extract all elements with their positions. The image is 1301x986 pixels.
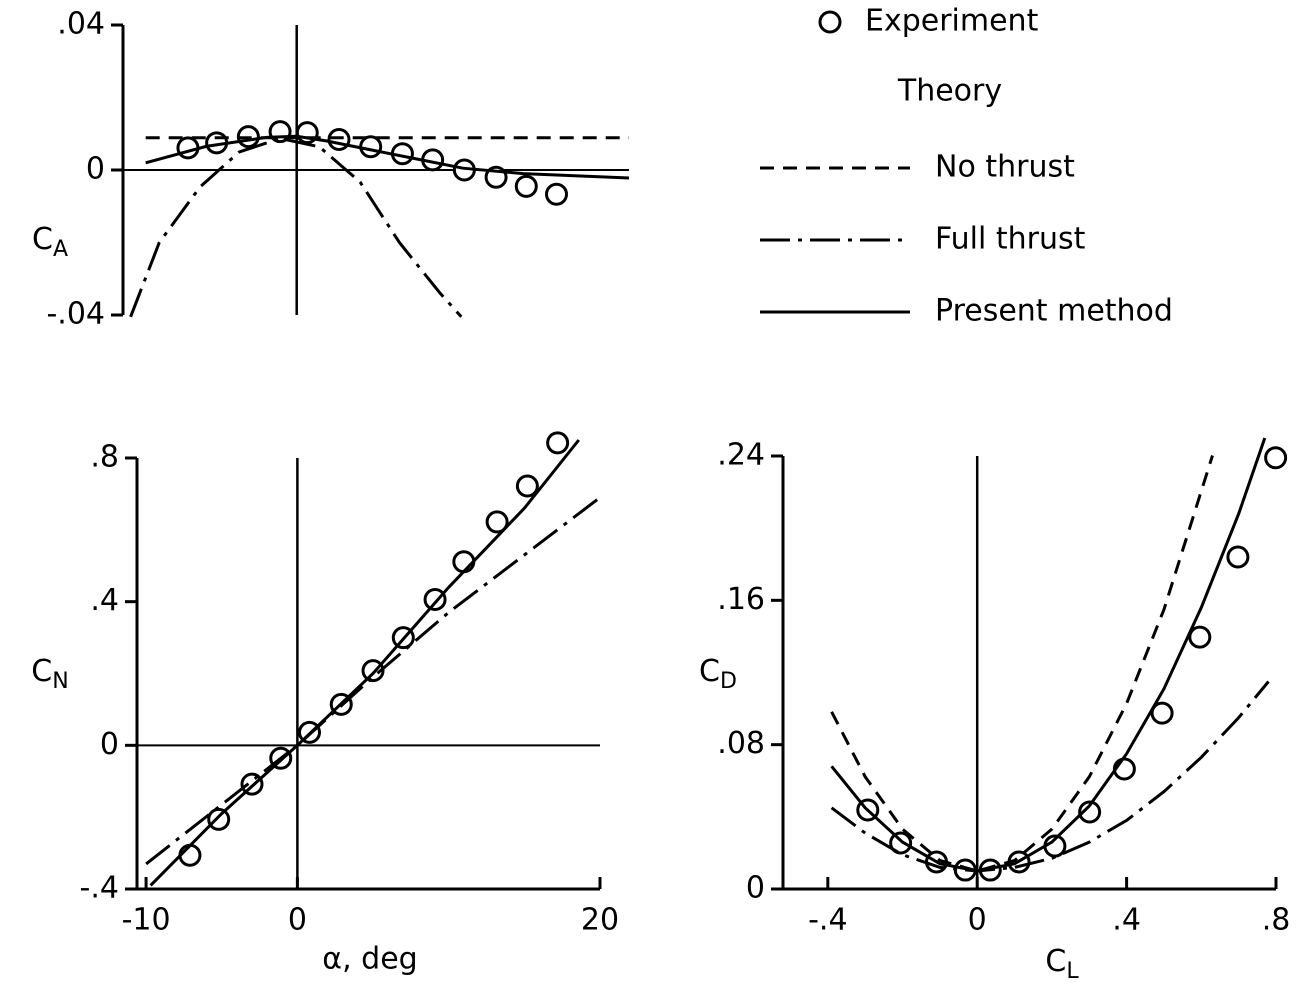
x-tick-label: -.4 <box>808 903 847 938</box>
y-tick-label: 0 <box>746 871 765 906</box>
curve <box>149 439 580 887</box>
data-point <box>889 831 913 855</box>
data-point <box>515 474 539 498</box>
data-point <box>207 807 231 831</box>
curve <box>129 136 463 318</box>
curve <box>830 680 1270 873</box>
y-axis-label: CA <box>32 222 68 263</box>
x-axis-label: CL <box>1045 944 1079 985</box>
data-point <box>1150 701 1174 725</box>
y-axis-label: CN <box>31 654 68 695</box>
x-tick-label: -10 <box>122 903 171 938</box>
data-point <box>452 550 476 574</box>
data-point <box>423 588 447 612</box>
legend-label: Present method <box>935 294 1173 329</box>
x-axis-label: α, deg <box>322 942 417 977</box>
x-tick-label: .8 <box>1262 903 1291 938</box>
data-point <box>514 174 538 198</box>
y-tick-label: .4 <box>90 583 119 618</box>
legend-label: Full thrust <box>935 222 1086 257</box>
x-tick-label: 0 <box>288 903 307 938</box>
x-tick-label: .4 <box>1112 903 1141 938</box>
data-point <box>178 843 202 867</box>
y-tick-label: 0 <box>86 152 105 187</box>
y-tick-label: .24 <box>717 438 765 473</box>
legend-label: Experiment <box>865 4 1039 39</box>
data-point <box>1264 446 1288 470</box>
curve <box>830 455 1214 873</box>
y-axis-label: CD <box>699 654 737 695</box>
data-point <box>1078 800 1102 824</box>
curve <box>145 134 630 180</box>
legend-title: Theory <box>897 74 1002 109</box>
y-tick-label: .8 <box>90 440 119 475</box>
y-tick-label: -.04 <box>46 297 105 332</box>
data-point <box>1188 625 1212 649</box>
curve <box>145 496 601 866</box>
y-tick-label: .16 <box>717 582 765 617</box>
legend-marker <box>818 10 842 34</box>
y-tick-label: -.4 <box>80 871 119 906</box>
curve <box>830 437 1267 873</box>
x-tick-label: 0 <box>968 903 987 938</box>
x-tick-label: 20 <box>581 903 619 938</box>
data-point <box>546 431 570 455</box>
y-tick-label: 0 <box>100 727 119 762</box>
data-point <box>1226 545 1250 569</box>
data-point <box>544 182 568 206</box>
legend-label: No thrust <box>935 150 1075 185</box>
y-tick-label: .04 <box>57 7 105 42</box>
data-point <box>327 128 351 152</box>
data-point <box>485 510 509 534</box>
data-point <box>359 135 383 159</box>
y-tick-label: .08 <box>717 726 765 761</box>
